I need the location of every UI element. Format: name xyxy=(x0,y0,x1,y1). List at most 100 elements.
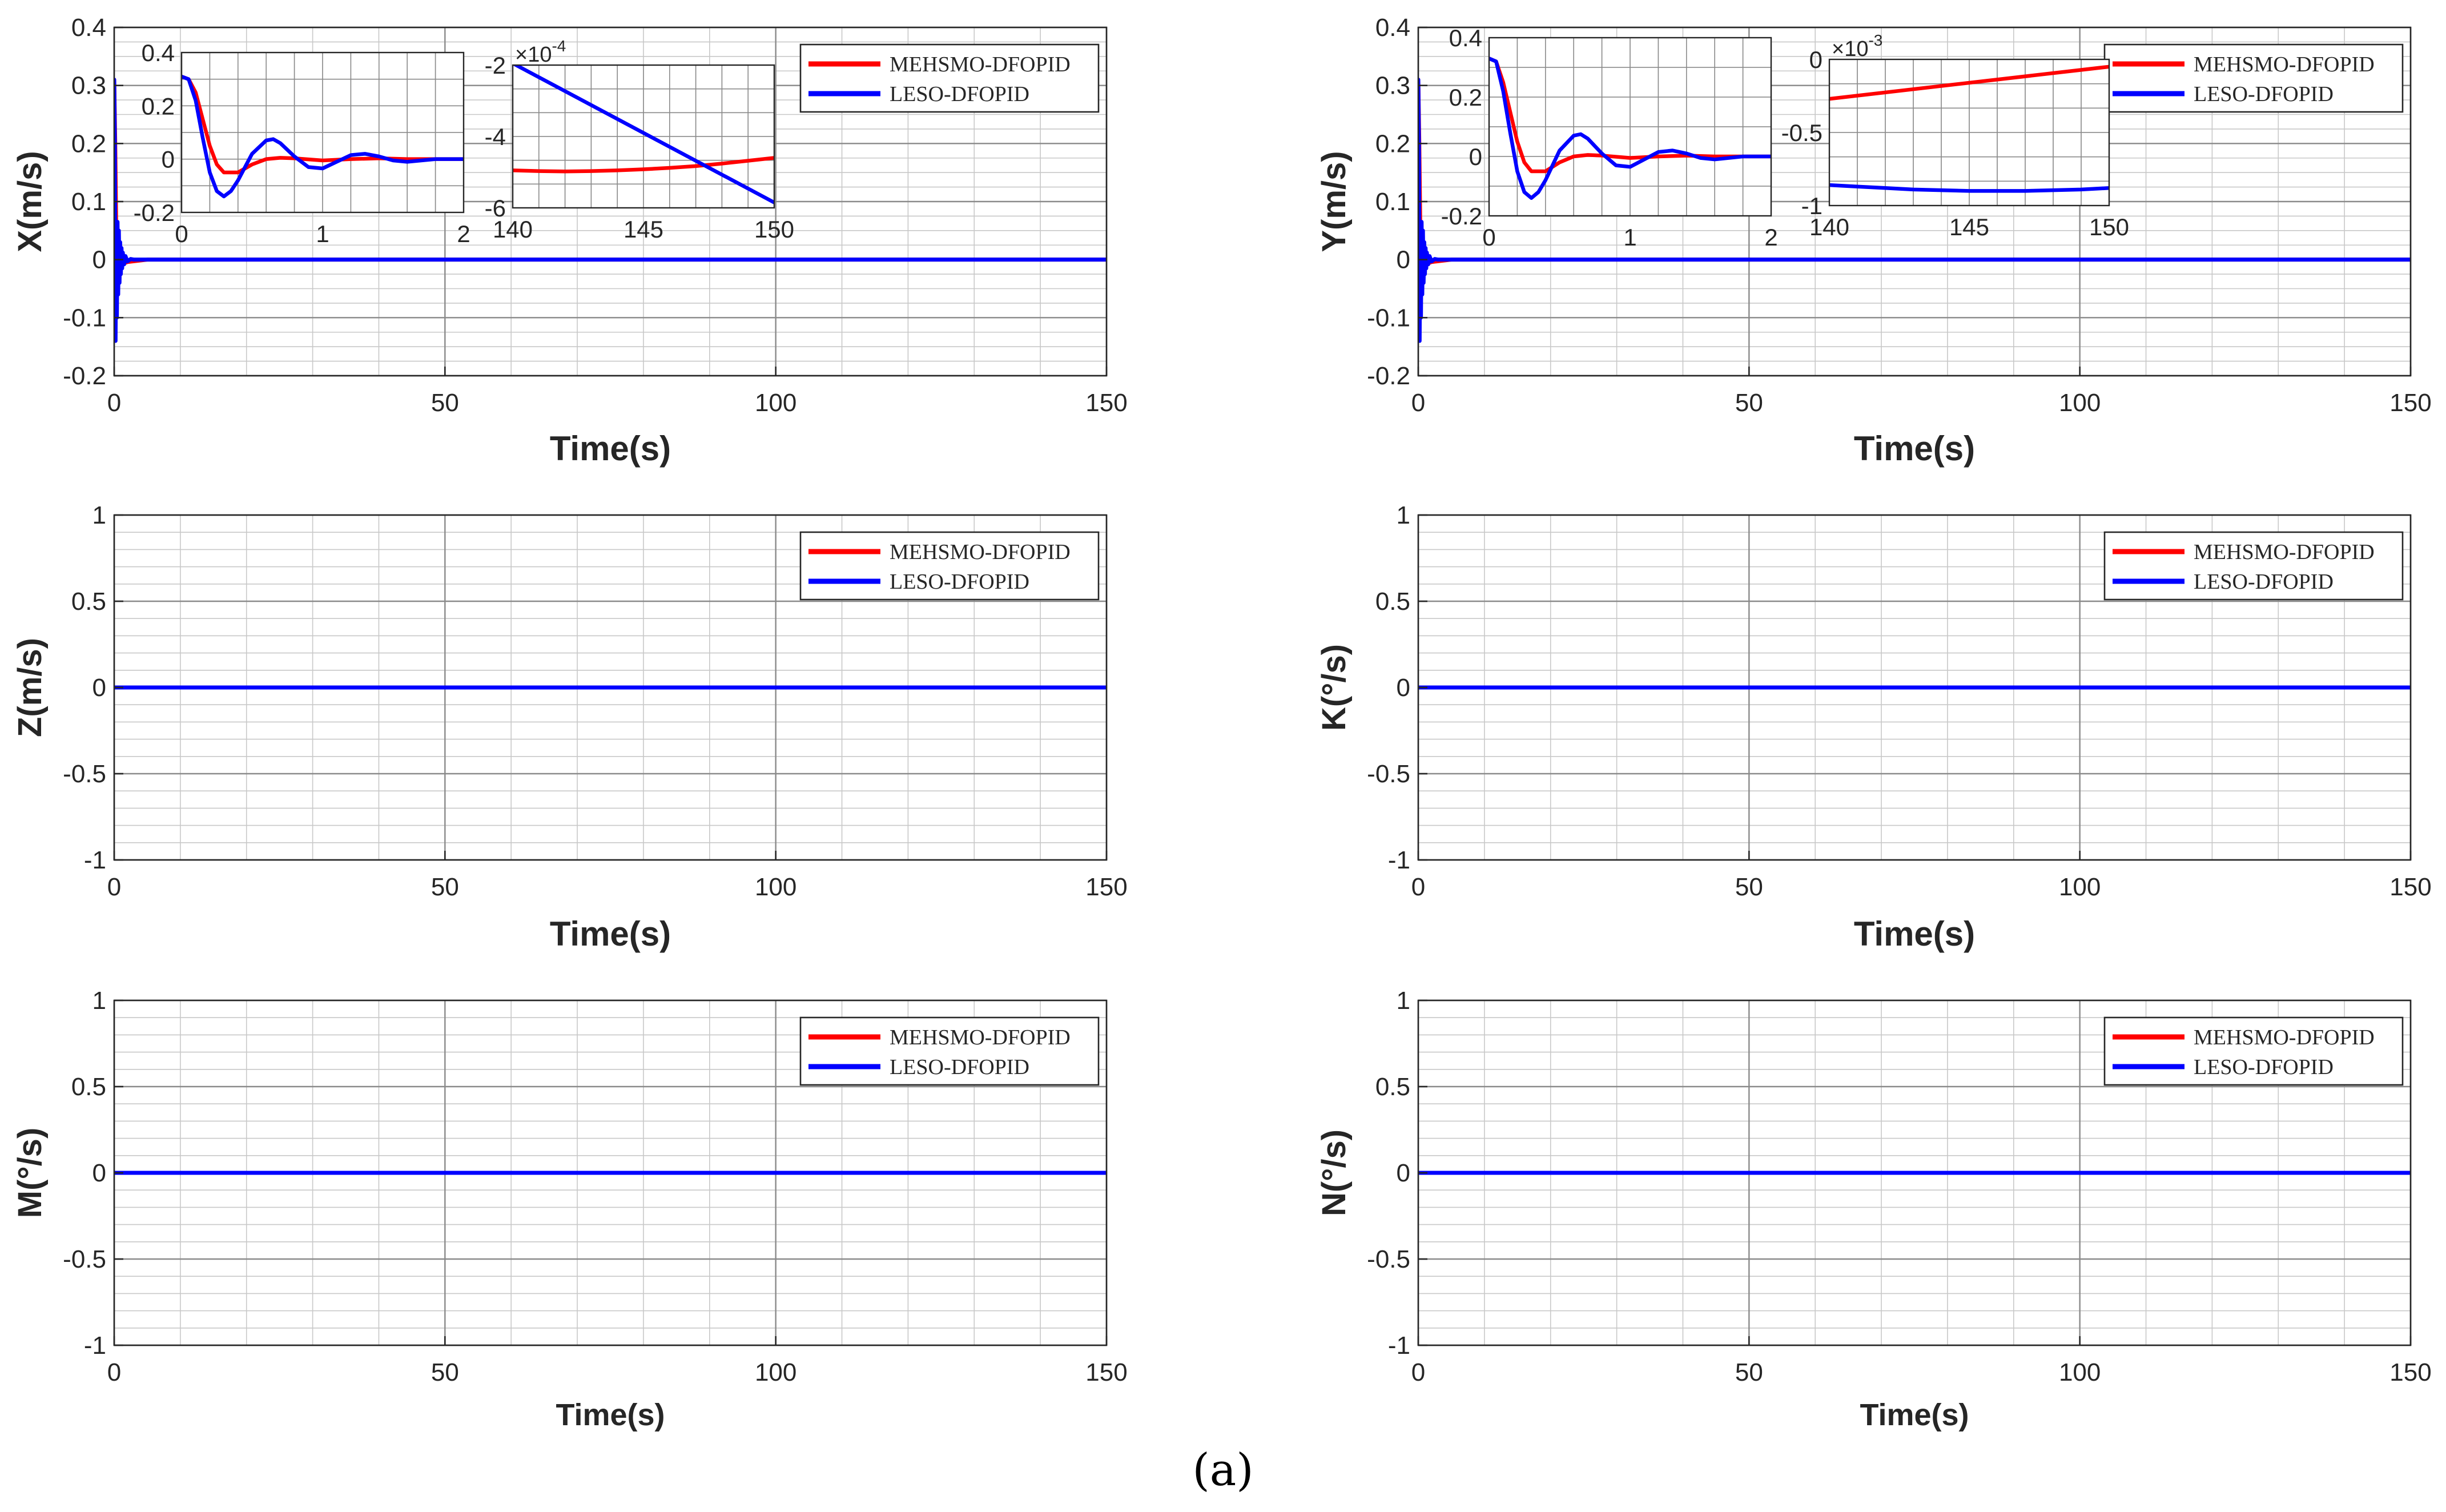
plot-x-velocity: 0 50 100 150 -0.2 -0.1 0 0.1 0.2 0.3 0.4 Time(s) X(m… xyxy=(11,14,1128,468)
chart-y-ytick-label: 0 xyxy=(1397,246,1410,274)
chart-m-legend-box xyxy=(799,1016,1100,1086)
chart-y-xtick-label: 100 xyxy=(2059,389,2101,417)
chart-k-xlabel: Time(s) xyxy=(1854,915,1975,953)
chart-k-ytick-label: 1 xyxy=(1397,501,1410,529)
chart-n-legend-label-mehsmo-dfopid: MEHSMO-DFOPID xyxy=(2194,1026,2375,1049)
chart-y-xlabel: Time(s) xyxy=(1854,429,1975,468)
chart-y-inset2-xtick-label: 150 xyxy=(2089,214,2129,240)
chart-n-ytick-label: 0 xyxy=(1397,1159,1410,1187)
chart-y-xtick-label: 150 xyxy=(2389,389,2431,417)
chart-n-xtick-label: 100 xyxy=(2059,1358,2101,1386)
chart-y-inset2-ytick-label: -1 xyxy=(1801,192,1823,219)
chart-y-inset2-ytick-label: 0 xyxy=(1809,46,1823,73)
chart-y-ylabel: Y(m/s) xyxy=(1315,151,1353,252)
chart-y-legend-label-mehsmo-dfopid: MEHSMO-DFOPID xyxy=(2194,53,2375,77)
chart-m-legend-label-leso-dfopid: LESO-DFOPID xyxy=(890,1055,1029,1079)
chart-x-inset2: 140 145 150-6-4-2 ×10-4 xyxy=(485,37,794,243)
chart-x-ytick-label: 0.2 xyxy=(71,130,106,158)
chart-x-xlabel: Time(s) xyxy=(550,429,671,468)
chart-y-ytick-label: -0.2 xyxy=(1367,362,1410,390)
chart-k-ytick-label: -1 xyxy=(1388,846,1410,874)
chart-y-ytick-label: 0.2 xyxy=(1375,130,1410,158)
chart-z-ylabel: Z(m/s) xyxy=(11,638,49,737)
chart-x-ytick-label: -0.2 xyxy=(63,362,106,390)
chart-x-ylabel: X(m/s) xyxy=(11,151,49,252)
chart-n-xlabel: Time(s) xyxy=(1860,1398,1969,1432)
plot-k-rate: 0 50 100 150 -1 -0.5 0 0.5 1 Time(s) K(°/s) MEHSMO-… xyxy=(1315,501,2432,953)
chart-x-inset1-ytick-label: 0 xyxy=(162,146,175,173)
chart-y-ytick-label: 0.4 xyxy=(1375,14,1410,42)
chart-x-inset1-series-leso-dfopid-line xyxy=(182,74,464,199)
chart-n-ytick-label: -1 xyxy=(1388,1332,1410,1360)
chart-y-inset1-axes-box xyxy=(1488,37,1772,217)
chart-k-ylabel: K(°/s) xyxy=(1315,644,1353,731)
figure-caption: (a) xyxy=(1192,1445,1254,1496)
chart-n-xtick-label: 50 xyxy=(1735,1358,1763,1386)
chart-y-inset2-axes-box xyxy=(1828,58,2110,207)
chart-x-inset2-ytick-label: -6 xyxy=(485,195,506,222)
chart-y-legend-box xyxy=(2103,43,2404,113)
chart-n-ytick-label: 1 xyxy=(1397,987,1410,1015)
chart-k-ytick-label: 0 xyxy=(1397,674,1410,702)
chart-m-ytick-label: 1 xyxy=(92,987,106,1015)
chart-y-inset2: 140 145 150-1-0.50 ×10-3 xyxy=(1781,31,2129,240)
chart-x-ytick-label: 0.4 xyxy=(71,14,106,42)
chart-x-inset2-ytick-label: -4 xyxy=(485,123,506,150)
chart-y-inset1-xtick-label: 1 xyxy=(1623,224,1636,251)
chart-x-ytick-label: -0.1 xyxy=(63,304,106,332)
chart-m-xlabel: Time(s) xyxy=(556,1398,665,1432)
chart-x-inset1-ytick-label: 0.2 xyxy=(142,93,175,119)
chart-z-xtick-label: 0 xyxy=(107,873,121,901)
chart-y-inset2-ytick-label: -0.5 xyxy=(1781,119,1823,146)
chart-x-xtick-label: 0 xyxy=(107,389,121,417)
chart-k-legend-label-leso-dfopid: LESO-DFOPID xyxy=(2194,570,2334,594)
chart-x-xtick-label: 150 xyxy=(1085,389,1127,417)
chart-x-ytick-label: 0 xyxy=(92,246,106,274)
chart-y-ytick-label: 0.3 xyxy=(1375,72,1410,100)
chart-n-legend-box xyxy=(2103,1016,2404,1086)
chart-k-legend-label-mehsmo-dfopid: MEHSMO-DFOPID xyxy=(2194,540,2375,564)
chart-x-ytick-label: 0.3 xyxy=(71,72,106,100)
chart-m-legend-label-mehsmo-dfopid: MEHSMO-DFOPID xyxy=(890,1026,1071,1049)
chart-k-xtick-label: 100 xyxy=(2059,873,2101,901)
chart-y-inset1-ytick-label: -0.2 xyxy=(1441,203,1482,230)
chart-x-ytick-label: 0.1 xyxy=(71,188,106,216)
chart-m-xtick-label: 0 xyxy=(107,1358,121,1386)
chart-y-xtick-label: 50 xyxy=(1735,389,1763,417)
chart-y-inset2-xtick-label: 140 xyxy=(1809,214,1849,240)
chart-z-legend-label-leso-dfopid: LESO-DFOPID xyxy=(890,570,1029,594)
chart-x-inset2-axes-box xyxy=(512,64,775,209)
chart-k-ytick-label: 0.5 xyxy=(1375,588,1410,616)
chart-y-inset2-series-leso-dfopid-line xyxy=(1829,183,2109,193)
chart-x-inset2-series-mehsmo-dfopid-line xyxy=(513,156,774,174)
plot-z-velocity: 0 50 100 150 -1 -0.5 0 0.5 1 Time(s) Z(m/s) MEHSMO-… xyxy=(11,501,1128,953)
chart-x-inset1-xtick-label: 1 xyxy=(316,220,329,247)
chart-x-series-leso-dfopid-line xyxy=(114,78,1107,343)
chart-z-ytick-label: -1 xyxy=(84,846,106,874)
chart-m-ytick-label: 0 xyxy=(92,1159,106,1187)
chart-m-ytick-label: -1 xyxy=(84,1332,106,1360)
chart-y-inset2-xtick-label: 145 xyxy=(1949,214,1989,240)
chart-x-xtick-label: 50 xyxy=(431,389,459,417)
chart-y-ytick-label: -0.1 xyxy=(1367,304,1410,332)
chart-x-inset2-exponent-power: -4 xyxy=(552,37,566,55)
chart-x-inset2-ytick-label: -2 xyxy=(485,52,506,79)
chart-x-inset1-axes-box xyxy=(180,51,465,214)
chart-m-ytick-label: -0.5 xyxy=(63,1245,106,1273)
chart-z-ytick-label: 1 xyxy=(92,501,106,529)
chart-k-xtick-label: 50 xyxy=(1735,873,1763,901)
chart-x-xtick-label: 100 xyxy=(755,389,796,417)
chart-y-inset1-ytick-label: 0 xyxy=(1469,143,1482,170)
chart-n-ytick-label: 0.5 xyxy=(1375,1073,1410,1101)
chart-n-legend-label-leso-dfopid: LESO-DFOPID xyxy=(2194,1055,2334,1079)
chart-m-xtick-label: 50 xyxy=(431,1358,459,1386)
chart-m-xtick-label: 100 xyxy=(755,1358,796,1386)
chart-k-ytick-label: -0.5 xyxy=(1367,760,1410,788)
plot-y-velocity: 0 50 100 150-0.2-0.100.10.20.30.4Time(s)Y(m… xyxy=(1315,14,2432,468)
chart-x-inset1-ytick-label: -0.2 xyxy=(134,199,175,226)
chart-y-xtick-label: 0 xyxy=(1411,389,1425,417)
chart-y-ytick-label: 0.1 xyxy=(1375,188,1410,216)
chart-z-xtick-label: 150 xyxy=(1085,873,1127,901)
chart-x-inset2-xtick-label: 150 xyxy=(754,216,794,243)
